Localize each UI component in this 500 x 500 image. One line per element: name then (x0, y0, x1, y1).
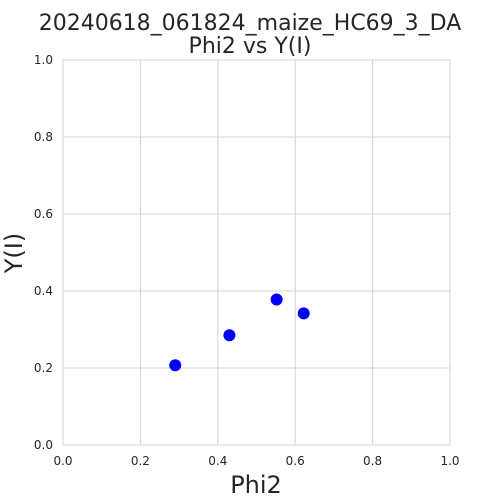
x-tick-label: 1.0 (440, 454, 459, 468)
y-tick-label: 0.6 (34, 207, 53, 221)
y-tick-label: 0.8 (34, 130, 53, 144)
y-tick-labels: 0.0 0.2 0.4 0.6 0.8 1.0 (34, 53, 53, 452)
data-points (169, 293, 310, 372)
data-point (270, 293, 283, 306)
plot-area: 0.0 0.2 0.4 0.6 0.8 1.0 0.0 0.2 0.4 0.6 0.8 1.0 (34, 53, 460, 468)
chart-title: 20240618_061824_maize_HC69_3_DA (39, 11, 462, 36)
x-axis-label: Phi2 (230, 471, 282, 499)
y-axis-label: Y(I) (0, 233, 28, 274)
data-point (223, 329, 236, 342)
x-tick-label: 0.0 (53, 454, 72, 468)
y-tick-label: 0.0 (34, 438, 53, 452)
data-point (297, 307, 310, 320)
data-point (169, 359, 182, 372)
chart-subtitle: Phi2 vs Y(I) (189, 34, 312, 59)
x-tick-label: 0.6 (286, 454, 305, 468)
x-tick-label: 0.2 (131, 454, 150, 468)
x-tick-labels: 0.0 0.2 0.4 0.6 0.8 1.0 (53, 454, 459, 468)
x-tick-label: 0.8 (363, 454, 382, 468)
plot-background (62, 59, 451, 446)
y-tick-label: 0.4 (34, 284, 53, 298)
grid-lines (62, 59, 451, 446)
y-tick-label: 0.2 (34, 361, 53, 375)
x-tick-label: 0.4 (208, 454, 227, 468)
y-tick-label: 1.0 (34, 53, 53, 67)
